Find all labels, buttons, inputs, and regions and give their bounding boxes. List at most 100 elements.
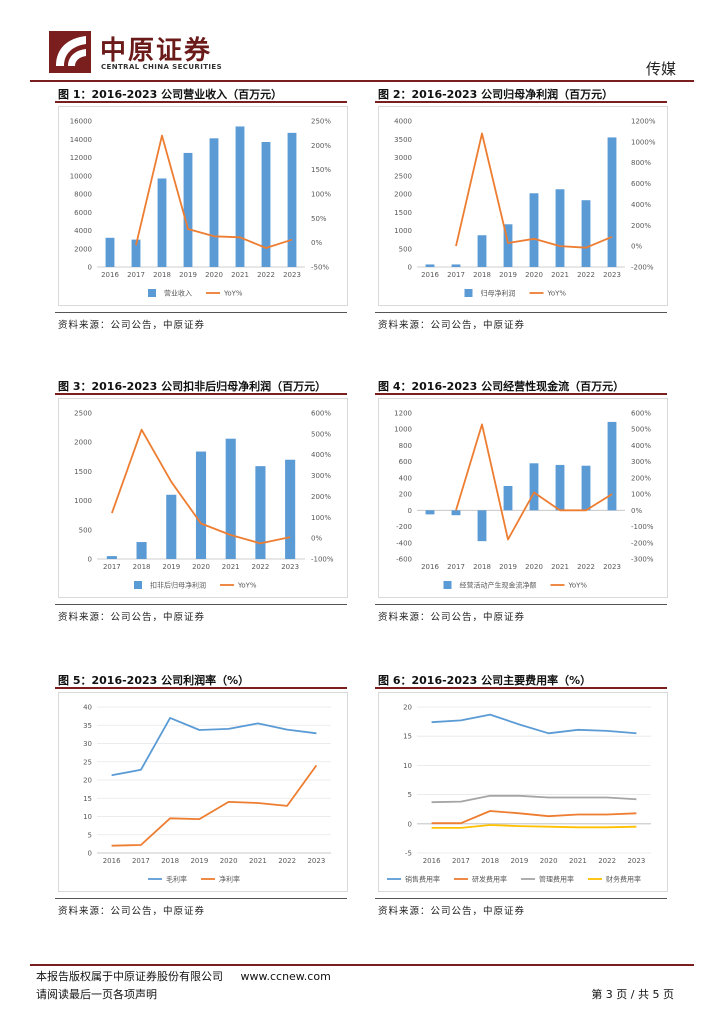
y2-tick-label: 600%: [631, 180, 651, 188]
x-tick-label: 2017: [447, 563, 465, 571]
legend-label: 销售费用率: [405, 875, 440, 884]
fig4-source: 资料来源：公司公告，中原证券: [378, 612, 526, 623]
y-tick-label: 3000: [394, 154, 412, 162]
footer-website-link[interactable]: www.ccnew.com: [240, 970, 331, 983]
series-line: [431, 794, 637, 804]
y-tick-label: 1000: [394, 227, 412, 235]
fig2-source: 资料来源：公司公告，中原证券: [378, 320, 526, 331]
y-tick-label: 800: [399, 442, 412, 450]
y-tick-label: 0: [88, 556, 92, 564]
y2-tick-label: 1200%: [631, 118, 656, 126]
fig5-source-rule: [55, 898, 347, 899]
y2-tick-label: 300%: [311, 472, 331, 480]
bar: [451, 510, 461, 516]
x-tick-label: 2023: [603, 271, 621, 279]
legend-swatch: [134, 581, 142, 589]
x-tick-label: 2019: [499, 563, 517, 571]
bar: [425, 510, 435, 515]
y-tick-label: 15: [83, 795, 92, 803]
y-tick-label: 2500: [394, 172, 412, 180]
fig4-title-rule: [375, 393, 667, 395]
x-tick-label: 2016: [421, 563, 439, 571]
x-tick-label: 2021: [249, 857, 267, 865]
legend-label: 管理费用率: [539, 875, 574, 884]
y2-tick-label: 600%: [311, 410, 331, 418]
y2-tick-label: 200%: [631, 222, 651, 230]
x-tick-label: 2019: [499, 271, 517, 279]
series-line: [111, 428, 291, 545]
x-tick-label: 2022: [577, 563, 595, 571]
x-tick-label: 2017: [452, 857, 470, 865]
bar: [287, 132, 297, 267]
company-name-en: CENTRAL CHINA SECURITIES: [101, 63, 223, 71]
y2-tick-label: 100%: [311, 514, 331, 522]
fig6-title: 图 6：2016-2023 公司主要费用率（%）: [378, 674, 592, 687]
y-tick-label: 4000: [74, 227, 92, 235]
y2-tick-label: 800%: [631, 159, 651, 167]
legend-label: 毛利率: [166, 875, 187, 884]
series-line: [111, 716, 317, 777]
y-tick-label: 2000: [74, 439, 92, 447]
fig5-chart: 0 5 10 15 20 25 30 35 40 2016 2017 2018 2019 2020 2021…: [58, 692, 348, 892]
bar: [607, 421, 617, 511]
x-tick-label: 2019: [190, 857, 208, 865]
legend-swatch: [464, 289, 473, 297]
fig3-title: 图 3：2016-2023 公司扣非后归母净利润（百万元）: [58, 380, 327, 393]
x-tick-label: 2020: [525, 563, 543, 571]
y-tick-label: 15: [403, 733, 412, 741]
y-tick-label: 2500: [74, 410, 92, 418]
y-tick-label: 200: [399, 491, 412, 499]
bar: [166, 494, 177, 559]
legend-label: 财务费用率: [606, 875, 641, 884]
series-line: [431, 713, 637, 735]
bar: [157, 178, 167, 267]
x-tick-label: 2016: [101, 271, 119, 279]
y2-tick-label: 100%: [631, 491, 651, 499]
y-tick-label: 35: [83, 722, 92, 730]
fig3-source: 资料来源：公司公告，中原证券: [58, 612, 206, 623]
bar: [477, 235, 487, 267]
y2-tick-label: 200%: [631, 474, 651, 482]
legend-label: YoY%: [237, 582, 257, 590]
x-tick-label: 2023: [627, 857, 645, 865]
x-tick-label: 2023: [283, 271, 301, 279]
x-tick-label: 2018: [161, 857, 179, 865]
fig2-title: 图 2：2016-2023 公司归母净利润（百万元）: [378, 88, 614, 101]
footer-notice: 请阅读最后一页各项声明: [36, 988, 157, 1001]
y2-tick-label: 50%: [311, 215, 327, 223]
legend-label: YoY%: [547, 290, 567, 298]
x-tick-label: 2017: [132, 857, 150, 865]
fig2-title-rule: [375, 101, 667, 103]
y-tick-label: 1200: [394, 410, 412, 418]
x-tick-label: 2019: [179, 271, 197, 279]
y2-tick-label: 150%: [311, 166, 331, 174]
y-tick-label: 1500: [394, 209, 412, 217]
fig1-source-rule: [55, 312, 347, 313]
y-tick-label: 500: [399, 245, 412, 253]
page-number: 第 3 页 / 共 5 页: [591, 988, 674, 1001]
y2-tick-label: -200%: [631, 264, 654, 272]
bar: [209, 138, 219, 267]
y-tick-label: 0: [88, 264, 92, 272]
fig6-source-rule: [375, 898, 667, 899]
fig4-chart: -600 -400 -200 0 200 400 600 800 1000 1200 -300% -2…: [378, 398, 668, 598]
y2-tick-label: -300%: [631, 556, 654, 564]
fig3-title-rule: [55, 393, 347, 395]
x-tick-label: 2020: [205, 271, 223, 279]
x-tick-label: 2021: [569, 857, 587, 865]
bar: [425, 264, 435, 267]
y2-tick-label: 400%: [631, 442, 651, 450]
bar: [529, 463, 539, 511]
y-tick-label: 0: [88, 850, 92, 858]
y-tick-label: 400: [399, 474, 412, 482]
y2-tick-label: -50%: [311, 264, 329, 272]
y2-tick-label: 0%: [311, 239, 322, 247]
y-tick-label: 10: [403, 762, 412, 770]
bar: [106, 556, 117, 559]
legend-label: 营业收入: [164, 289, 192, 298]
fig2-source-rule: [375, 312, 667, 313]
fig5-title: 图 5：2016-2023 公司利润率（%）: [58, 674, 250, 687]
fig5-title-rule: [55, 687, 347, 689]
x-tick-label: 2020: [525, 271, 543, 279]
series-line: [455, 132, 613, 249]
